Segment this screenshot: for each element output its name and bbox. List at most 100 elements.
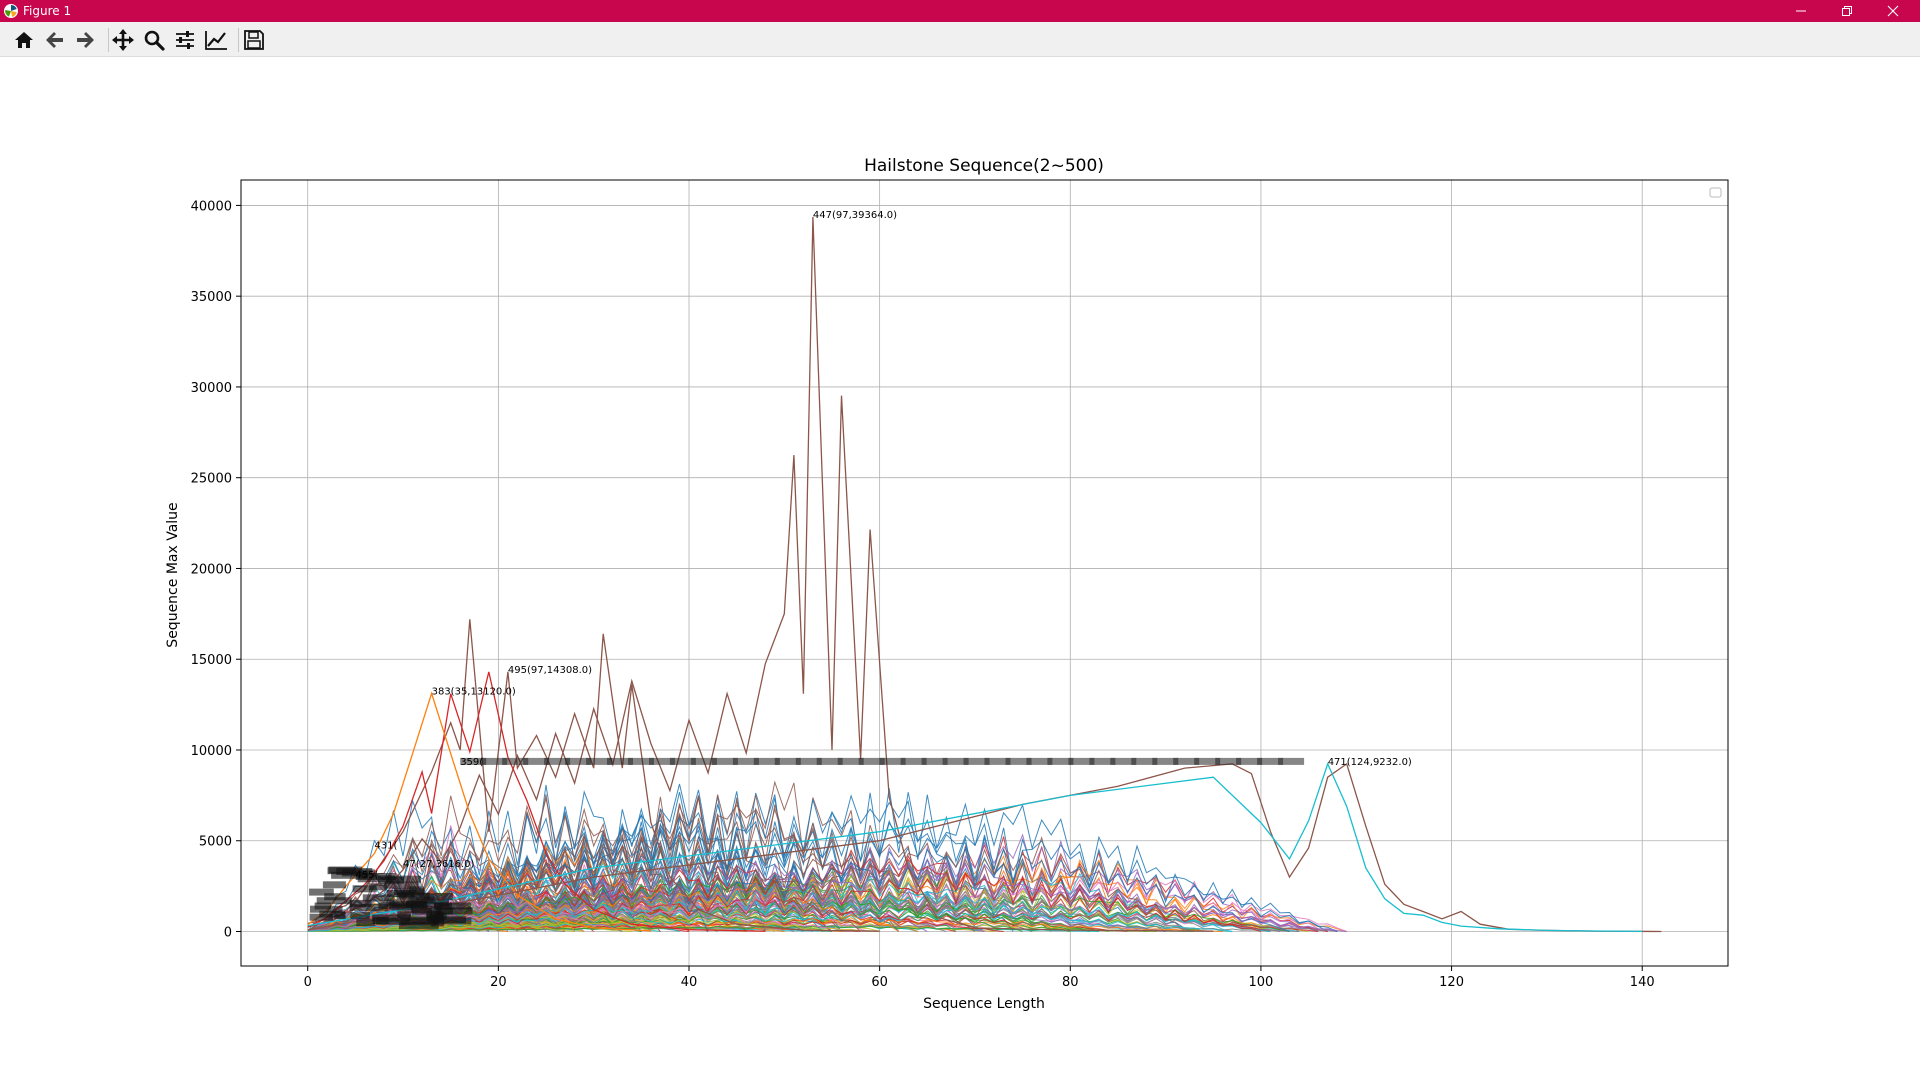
toolbar-separator [108,28,109,52]
annotation-overlap [434,902,452,910]
window-title: Figure 1 [23,4,72,18]
minimize-icon [1796,10,1806,12]
highlighted-series [307,216,1662,933]
subplots-button[interactable] [172,27,198,53]
series-line [307,910,652,932]
annotation-overlap [1152,757,1179,765]
annotations: 447(97,39364.0) 495(97,14308.0) 383(35,131… [309,210,1412,930]
move-icon [112,29,134,51]
annotation-overlap [774,757,801,765]
x-tick-label: 20 [490,975,507,990]
x-tick-label: 80 [1062,975,1079,990]
annotation-overlap [319,910,345,918]
annotation-overlap [324,893,346,901]
annotation-label: 47(27,3616.0) [403,859,475,870]
annotation-overlap [349,899,372,907]
annotation-overlap [753,757,780,765]
annotation-overlap [523,757,550,765]
annotation-overlap [795,757,822,765]
annotation-overlap [336,868,373,875]
restore-icon [1842,6,1852,16]
series-line [307,794,1290,932]
annotation-overlap [378,876,404,884]
series-line [307,860,1347,932]
y-tick-label: 30000 [191,381,232,396]
annotation-overlap [1236,757,1263,765]
annotation-overlap [1131,757,1158,765]
y-tick-label: 35000 [191,290,232,305]
annotation-overlap [435,907,473,915]
annotation-overlap [352,885,377,893]
series-line [307,840,1338,932]
annotation-label: 383(35,13120.0) [432,686,516,697]
annotation-overlap [357,875,393,883]
annotation-overlap [1068,757,1095,765]
magnifier-icon [144,30,165,51]
annotation-overlap [386,899,425,907]
arrow-right-icon [77,32,94,48]
grid-lines [241,180,1728,966]
annotation-overlap [837,757,864,765]
annotation-overlap [1005,757,1032,765]
annotation-overlap [427,916,466,924]
annotation-overlap [349,903,388,911]
pan-button[interactable] [110,27,136,53]
annotation-overlap [1278,757,1305,765]
annotation-overlap [309,888,334,896]
minimize-button[interactable] [1778,0,1824,22]
annotation-overlap [424,896,435,904]
annotation-overlap [368,883,387,891]
restore-button[interactable] [1824,0,1870,22]
chart-title: Hailstone Sequence(2~500) [864,156,1104,176]
forward-button[interactable] [72,27,98,53]
annotation-label: 431( [374,841,397,852]
annotation-overlap [628,757,654,765]
axes-frame [240,179,1729,967]
y-axis-label: Sequence Max Value [165,502,181,647]
line-chart-icon [205,31,227,50]
annotation-overlap [1110,757,1137,765]
y-tick-label: 0 [224,926,232,941]
close-button[interactable] [1870,0,1916,22]
annotation-overlap [879,757,906,765]
annotation-overlap [1194,757,1221,765]
x-tick-label: 120 [1439,975,1464,990]
annotation-overlap [732,757,759,765]
toolbar-separator [238,28,239,52]
home-button[interactable] [11,27,37,53]
annotation-overlap [1047,757,1074,765]
edit-axis-button[interactable] [203,27,229,53]
annotation-overlap [565,757,592,765]
annotation-overlap [316,897,352,905]
annotation-overlap [415,893,453,900]
annotation-overlap [481,757,508,765]
series-line [307,827,900,932]
annotation-overlap [921,757,948,765]
annotation-overlap [322,881,346,889]
title-bar: Figure 1 [0,0,1920,22]
annotation-overlap [816,757,843,765]
back-button[interactable] [42,27,68,53]
axis-ticks: 0 20 40 60 80 100 120 140 0 5000 10000 15000 20000 25… [191,199,1655,990]
annotation-overlap [669,757,696,765]
annotation-overlap [544,757,571,765]
save-button[interactable] [241,27,267,53]
annotation-overlap [356,919,376,927]
zoom-button[interactable] [141,27,167,53]
annotation-overlap [460,757,487,765]
annotation-label: 471(124,9232.0) [1328,757,1412,768]
annotation-overlap [963,757,990,765]
annotation-overlap [502,757,529,765]
series-line [307,762,1643,933]
annotation-overlap [858,757,885,765]
annotation-overlap [437,907,453,915]
close-icon [1887,5,1899,17]
annotation-overlap [410,906,442,913]
annotation-overlap [586,757,613,765]
annotation-overlap [1173,757,1200,765]
annotation-overlap [711,757,738,765]
y-tick-label: 15000 [191,653,232,668]
series-line [307,919,880,932]
x-axis-label: Sequence Length [923,996,1045,1012]
